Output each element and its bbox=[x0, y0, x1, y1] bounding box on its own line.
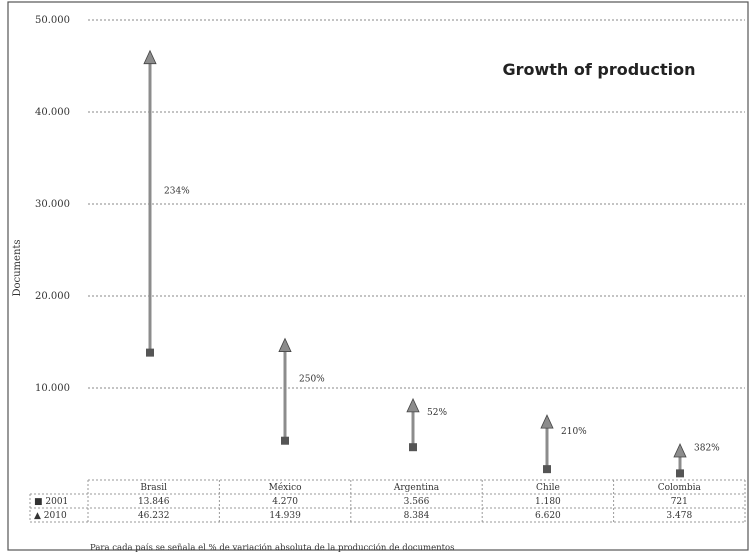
growth-arrow-head bbox=[406, 397, 420, 413]
table-row-label: ■ 2001 bbox=[34, 497, 68, 507]
growth-arrow-head bbox=[540, 414, 554, 429]
table-cell: 4.270 bbox=[272, 497, 298, 507]
y-tick-label: 10.000 bbox=[35, 383, 70, 394]
table-header-cell: Chile bbox=[536, 483, 560, 493]
table-header-cell: Argentina bbox=[393, 483, 440, 493]
y-axis-title: Documents bbox=[12, 239, 23, 296]
growth-arrow-head bbox=[673, 443, 687, 458]
table-header-cell: Colombia bbox=[658, 483, 702, 493]
table-cell: 6.620 bbox=[535, 511, 561, 521]
y-tick-label: 40.000 bbox=[35, 107, 70, 118]
growth-arrow-head bbox=[143, 49, 157, 65]
table-cell: 1.180 bbox=[535, 497, 561, 507]
table-header-cell: México bbox=[269, 482, 302, 493]
table-header-cell: Brasil bbox=[140, 483, 167, 493]
table-cell: 14.939 bbox=[269, 511, 301, 521]
table-cell: 13.846 bbox=[138, 497, 170, 507]
start-marker bbox=[146, 348, 154, 357]
y-tick-label: 30.000 bbox=[35, 199, 70, 210]
growth-label: 382% bbox=[694, 444, 720, 454]
chart-frame bbox=[7, 1, 749, 551]
growth-label: 210% bbox=[561, 427, 587, 437]
table-cell: 46.232 bbox=[138, 511, 170, 521]
chart-title: Growth of production bbox=[502, 60, 695, 79]
data-table: Brasil México Argentina Chile Colombia ■ 2001… bbox=[29, 479, 746, 523]
table-cell: 721 bbox=[671, 497, 688, 507]
plot-area: 50.000 40.000 30.000 20.000 10.000 234% 250% 52… bbox=[35, 15, 745, 478]
table-cell: 3.566 bbox=[404, 497, 430, 507]
growth-label: 250% bbox=[299, 375, 325, 385]
growth-arrow-head bbox=[278, 337, 292, 352]
footnote: Para cada país se señala el % de variaci… bbox=[90, 542, 455, 553]
start-marker bbox=[281, 436, 289, 445]
growth-label: 52% bbox=[427, 408, 447, 418]
start-marker bbox=[543, 465, 551, 474]
growth-label: 234% bbox=[164, 187, 190, 197]
table-cell: 3.478 bbox=[666, 511, 692, 521]
start-marker bbox=[409, 443, 417, 452]
table-cell: 8.384 bbox=[404, 511, 430, 521]
y-tick-label: 50.000 bbox=[35, 15, 70, 26]
start-marker bbox=[676, 469, 684, 478]
y-tick-label: 20.000 bbox=[35, 291, 70, 302]
table-row-label: ▲ 2010 bbox=[34, 511, 67, 521]
